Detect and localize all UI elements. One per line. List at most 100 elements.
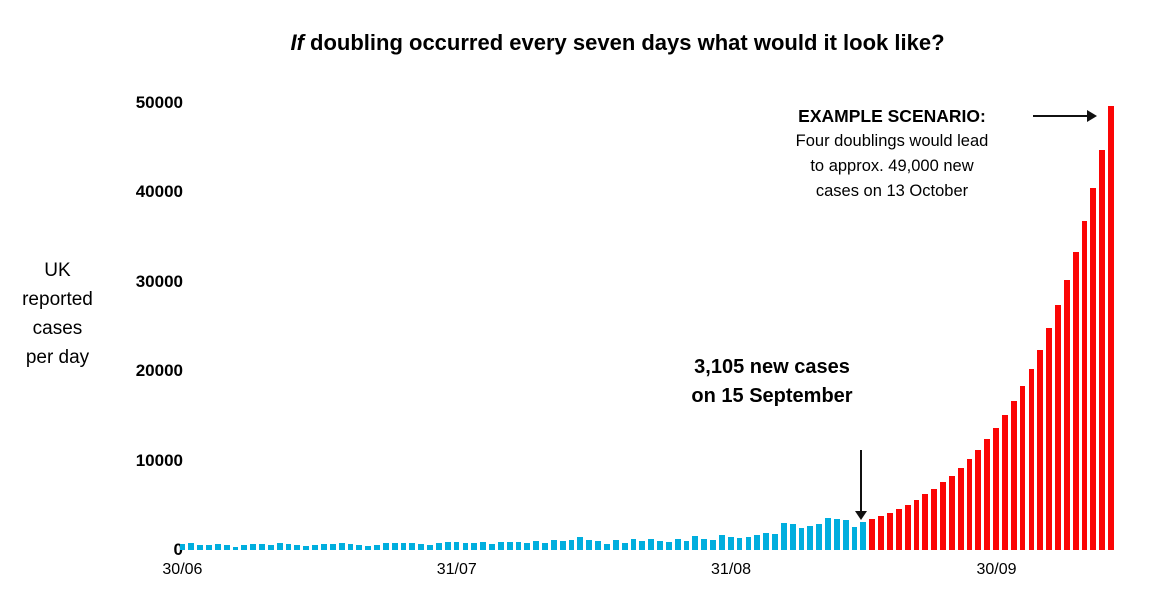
annotation-3105-cases: 3,105 new cases on 15 September xyxy=(622,353,922,411)
daily-cases-bar xyxy=(533,540,540,550)
bar-slot xyxy=(762,103,771,550)
bar-slot xyxy=(815,103,824,550)
daily-cases-bar xyxy=(940,482,946,550)
daily-cases-bar xyxy=(851,526,858,550)
bar-slot xyxy=(408,103,417,550)
bar-slot xyxy=(532,103,541,550)
bar-slot xyxy=(877,103,886,550)
bar-slot xyxy=(479,103,488,550)
daily-cases-bar xyxy=(657,540,663,550)
x-tick-label: 31/07 xyxy=(436,561,477,578)
daily-cases-bar xyxy=(206,545,212,550)
bar-slot xyxy=(249,103,258,550)
bar-slot xyxy=(779,103,788,550)
daily-cases-bar xyxy=(356,544,363,550)
daily-cases-bar xyxy=(736,538,743,550)
daily-cases-bar xyxy=(887,512,893,550)
daily-cases-bar xyxy=(250,544,257,550)
daily-cases-bar xyxy=(303,546,310,550)
daily-cases-bar xyxy=(1055,305,1061,550)
daily-cases-bar xyxy=(789,523,796,550)
bar-slot xyxy=(311,103,320,550)
bar-slot xyxy=(753,103,762,550)
bar-slot xyxy=(965,103,974,550)
bar-slot xyxy=(399,103,408,550)
daily-cases-bar xyxy=(338,542,345,550)
annotation-3105-line1: 3,105 new cases xyxy=(694,356,850,378)
daily-cases-bar xyxy=(294,545,301,550)
daily-cases-bar xyxy=(745,536,752,550)
daily-cases-bar xyxy=(444,542,451,550)
daily-cases-bar xyxy=(763,532,769,550)
bar-slot xyxy=(364,103,373,550)
y-tick-label: 20000 xyxy=(135,361,183,381)
bar-slot xyxy=(452,103,461,550)
bar-slot xyxy=(603,103,612,550)
daily-cases-bar xyxy=(1028,368,1035,550)
bar-slot xyxy=(1054,103,1063,550)
daily-cases-bar xyxy=(674,539,681,550)
bar-slot xyxy=(567,103,576,550)
daily-cases-bar xyxy=(400,543,407,550)
daily-cases-bar xyxy=(621,542,628,550)
right-arrow-icon xyxy=(1087,110,1097,122)
bar-slot xyxy=(187,103,196,550)
daily-cases-bar xyxy=(1019,385,1026,550)
bar-slot xyxy=(1098,103,1107,550)
bar-slot xyxy=(850,103,859,550)
bar-slot xyxy=(682,103,691,550)
bar-slot xyxy=(1018,103,1027,550)
bar-slot xyxy=(196,103,205,550)
bar-slot xyxy=(1000,103,1009,550)
daily-cases-bar xyxy=(559,540,566,550)
scenario-line: cases on 13 October xyxy=(815,182,969,200)
daily-cases-bar xyxy=(957,467,964,550)
daily-cases-bar xyxy=(913,500,920,550)
bar-slot xyxy=(947,103,956,550)
daily-cases-bar xyxy=(329,543,336,550)
down-arrow-stem xyxy=(860,450,862,511)
daily-cases-bar xyxy=(515,542,522,550)
bar-slot xyxy=(381,103,390,550)
bar-slot xyxy=(886,103,895,550)
scenario-line: to approx. 49,000 new xyxy=(810,157,974,175)
daily-cases-bar xyxy=(1063,279,1070,550)
chart-title: If doubling occurred every seven days wh… xyxy=(75,30,1159,56)
daily-cases-bar xyxy=(1046,327,1052,550)
chart-title-italic-prefix: If xyxy=(290,30,304,55)
bar-slot xyxy=(284,103,293,550)
daily-cases-bar xyxy=(825,518,831,550)
daily-cases-bar xyxy=(754,534,761,550)
bar-slot xyxy=(266,103,275,550)
daily-cases-bar xyxy=(321,544,327,550)
annotation-3105-line2: on 15 September xyxy=(691,385,853,407)
bar-slot xyxy=(205,103,214,550)
bar-slot xyxy=(824,103,833,550)
bar-slot xyxy=(541,103,550,550)
daily-cases-bar xyxy=(427,544,433,550)
y-axis-label-line: per day xyxy=(25,347,90,368)
bar-slot xyxy=(258,103,267,550)
daily-cases-bar xyxy=(1010,401,1017,550)
bar-slot xyxy=(1089,103,1098,550)
daily-cases-bar xyxy=(480,541,486,550)
y-tick-label: 30000 xyxy=(135,271,183,291)
daily-cases-bar xyxy=(1072,252,1079,550)
scenario-heading: EXAMPLE SCENARIO: xyxy=(798,106,986,126)
y-tick-label: 40000 xyxy=(135,182,183,202)
bar-slot xyxy=(656,103,665,550)
daily-cases-bar xyxy=(612,540,619,550)
daily-cases-bar xyxy=(524,543,531,550)
daily-cases-bar xyxy=(798,528,805,550)
daily-cases-bar xyxy=(489,544,495,550)
daily-cases-bar xyxy=(975,450,982,550)
daily-cases-bar xyxy=(179,543,186,550)
daily-cases-bar xyxy=(285,544,292,550)
daily-cases-bar xyxy=(842,520,849,550)
daily-cases-bar xyxy=(701,538,708,550)
daily-cases-bar xyxy=(772,533,778,550)
bar-slot xyxy=(328,103,337,550)
y-axis-label-line: reported xyxy=(22,289,93,310)
bar-slot xyxy=(673,103,682,550)
bar-slot xyxy=(373,103,382,550)
